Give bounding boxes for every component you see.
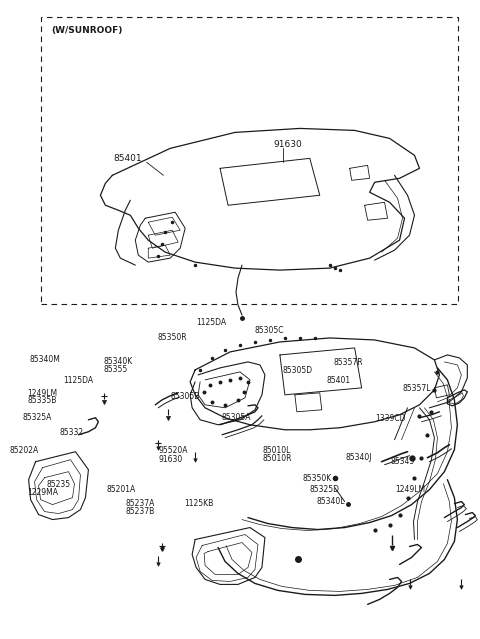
Text: 85340J: 85340J [345, 452, 372, 462]
Text: 85305D: 85305D [282, 366, 312, 375]
Text: 85237B: 85237B [125, 507, 155, 516]
Text: 85401: 85401 [113, 154, 142, 163]
Text: 1125DA: 1125DA [63, 376, 93, 385]
Text: 85345: 85345 [391, 457, 415, 466]
Text: 85201A: 85201A [107, 484, 136, 493]
Text: 1339CD: 1339CD [375, 415, 406, 424]
Text: 91630: 91630 [158, 454, 183, 464]
Text: 85335B: 85335B [27, 396, 56, 405]
Text: 85325D: 85325D [310, 484, 339, 493]
Text: 95520A: 95520A [158, 447, 188, 456]
Text: 85305A: 85305A [222, 413, 252, 422]
Text: 85325A: 85325A [22, 413, 52, 422]
Text: 1125KB: 1125KB [185, 499, 214, 508]
Text: 1229MA: 1229MA [27, 488, 58, 497]
Text: 85332: 85332 [59, 429, 83, 438]
Text: 85340L: 85340L [317, 497, 345, 506]
Text: (W/SUNROOF): (W/SUNROOF) [51, 26, 122, 35]
Text: 85357R: 85357R [333, 358, 363, 367]
Text: 85305B: 85305B [170, 392, 200, 401]
Text: 85202A: 85202A [9, 446, 38, 455]
Text: 85340M: 85340M [29, 355, 60, 364]
Text: 85357L: 85357L [403, 384, 431, 393]
Text: 91630: 91630 [274, 140, 302, 149]
Text: 85010L: 85010L [263, 446, 291, 455]
Text: 85350R: 85350R [158, 333, 187, 342]
Text: 85401: 85401 [326, 376, 350, 385]
Text: 85355: 85355 [104, 366, 128, 374]
Text: 85340K: 85340K [104, 357, 133, 366]
Text: 1125DA: 1125DA [196, 318, 227, 327]
Text: 85237A: 85237A [125, 499, 155, 508]
Text: 85350K: 85350K [302, 474, 332, 483]
Text: 85305C: 85305C [254, 327, 284, 335]
Text: 1249LM: 1249LM [396, 484, 426, 493]
Text: 1249LM: 1249LM [27, 389, 57, 398]
Text: 85010R: 85010R [263, 454, 292, 463]
Text: 85235: 85235 [46, 480, 70, 489]
